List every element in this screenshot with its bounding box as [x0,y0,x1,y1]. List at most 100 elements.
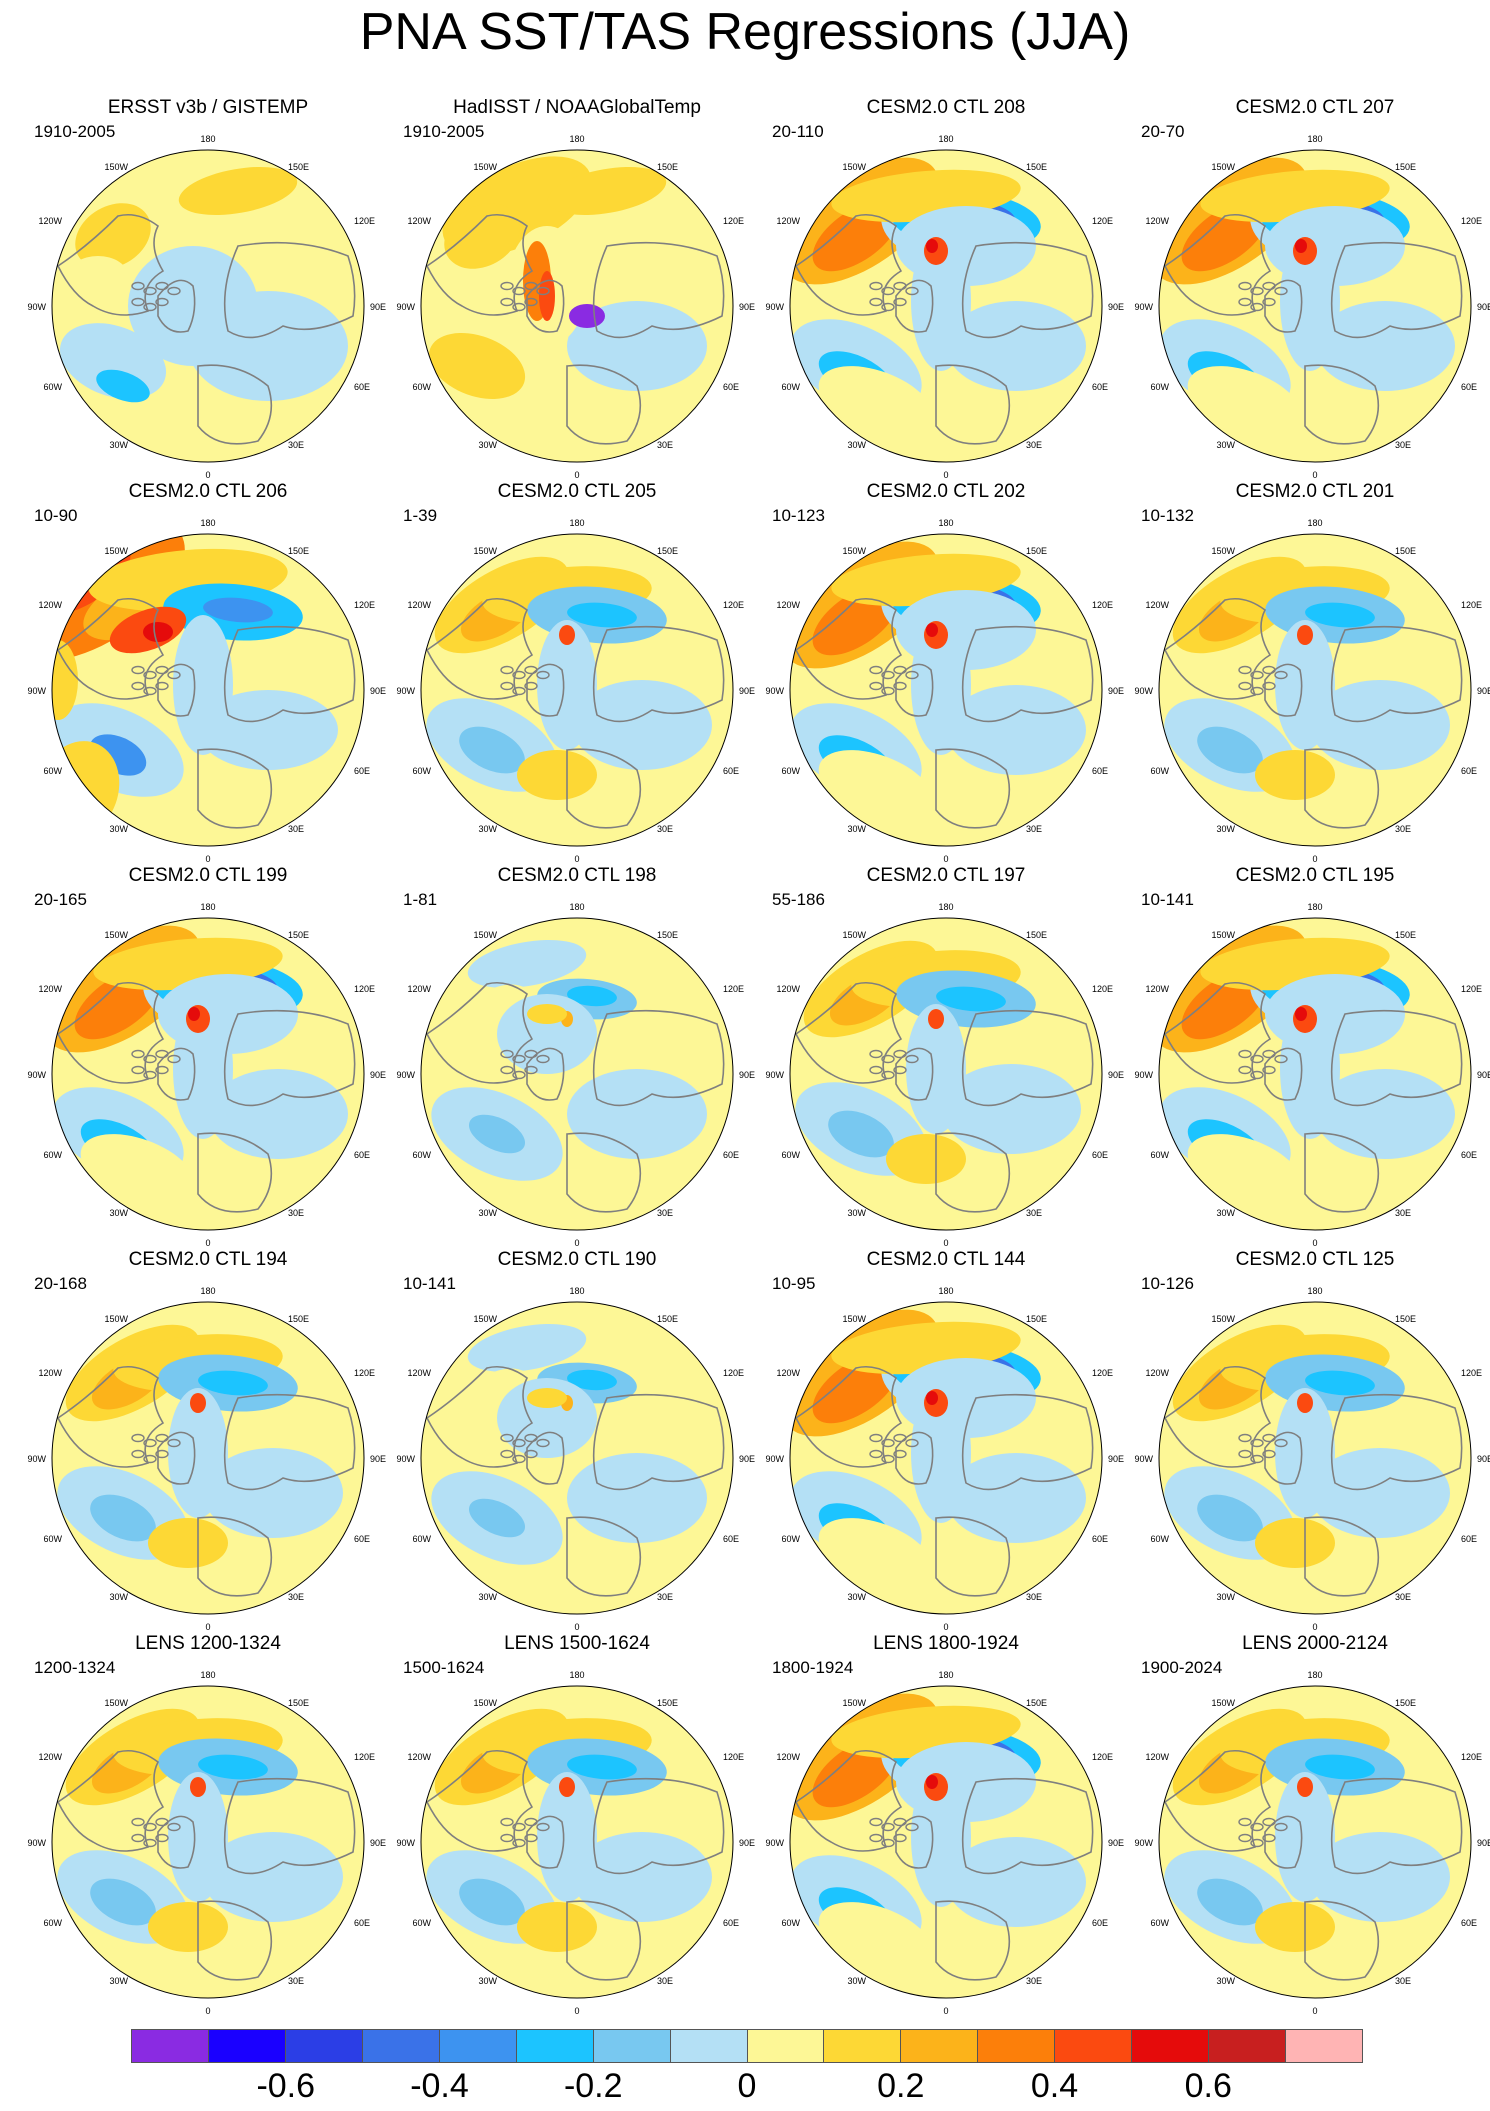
longitude-label: 90W [396,1070,415,1080]
longitude-label: 60E [1461,1534,1477,1544]
contour-region [886,1134,966,1184]
contour-region [911,231,971,371]
island-outline [131,681,145,691]
island-outline [1274,1054,1288,1064]
contour-region [90,1878,156,1926]
longitude-label: 0 [574,2006,579,2016]
contour-region [1280,999,1340,1139]
longitude-label: 0 [1312,470,1317,480]
coastline [223,1777,356,1875]
coastline [223,625,356,723]
coastline [56,1365,165,1468]
longitude-label: 120W [38,216,62,226]
island-outline [869,1449,883,1459]
longitude-label: 150W [1211,546,1235,556]
longitude-label: 150E [1026,1314,1047,1324]
longitude-label: 30E [288,1976,304,1986]
longitude-label: 30W [1216,1208,1235,1218]
coastline [1330,1777,1463,1875]
longitude-label: 120E [723,1368,744,1378]
map-panel: 180 150W 150E 120W 120E 90W 90E 60W 60E 30W 30E 0 CE… [760,96,1132,480]
contour-region [1295,1007,1307,1021]
coastline [794,1365,903,1468]
longitude-label: 180 [200,1670,215,1680]
longitude-label: 30W [1216,440,1235,450]
longitude-label: 180 [938,134,953,144]
longitude-label: 90E [1477,1838,1490,1848]
longitude-label: 180 [1307,1286,1322,1296]
longitude-label: 180 [1307,1670,1322,1680]
longitude-label: 150W [473,1698,497,1708]
coastline [1330,1393,1463,1491]
longitude-label: 150E [1395,1698,1416,1708]
map-panel: 180 150W 150E 120W 120E 90W 90E 60W 60E 30W 30E 0 CE… [1129,96,1490,480]
colorbar-box [208,2030,286,2062]
longitude-label: 150E [657,162,678,172]
map-panel: 180 150W 150E 120W 120E 90W 90E 60W 60E 30W 30E 0 CE… [760,864,1132,1248]
coastline [1163,1365,1272,1468]
panel-years: 1910-2005 [34,122,116,141]
island-outline [881,1838,895,1848]
panel-title: CESM2.0 CTL 201 [1235,481,1395,502]
longitude-label: 120E [723,216,744,226]
panel-years: 10-141 [403,1274,456,1293]
island-outline [155,1449,169,1459]
map-panel: 180 150W 150E 120W 120E 90W 90E 60W 60E 30W 30E 0 CE… [760,1248,1132,1632]
longitude-label: 180 [1307,134,1322,144]
longitude-label: 120E [354,216,375,226]
longitude-label: 150E [657,546,678,556]
longitude-label: 150W [842,1314,866,1324]
panel-years: 55-186 [772,890,825,909]
longitude-label: 150W [473,546,497,556]
longitude-label: 180 [938,1670,953,1680]
longitude-label: 30W [109,1592,128,1602]
island-outline [881,1054,895,1064]
contour-region [68,256,128,296]
contour-region [567,985,617,1007]
island-outline [512,286,526,296]
contour-region [190,1777,206,1797]
regression-field [52,1302,364,1614]
contour-region [1310,680,1450,770]
longitude-label: 60E [723,382,739,392]
panel-title: CESM2.0 CTL 190 [497,1249,657,1270]
contour-region [203,1448,343,1538]
regression-field [1159,534,1471,846]
contour-region [1197,1878,1263,1926]
longitude-label: 150W [473,1314,497,1324]
contour-region [537,620,597,750]
longitude-label: 90W [1134,1070,1153,1080]
coastline [1330,1009,1463,1107]
island-outline [500,665,514,675]
longitude-label: 180 [569,518,584,528]
island-outline [1262,1049,1276,1059]
island-outline [1238,1817,1252,1827]
island-outline [1274,286,1288,296]
contour-region [1295,239,1307,253]
longitude-label: 180 [200,902,215,912]
colorbar-box [1055,2030,1133,2062]
longitude-label: 150E [657,1698,678,1708]
longitude-label: 150E [288,546,309,556]
longitude-label: 120E [1461,1752,1482,1762]
island-outline [155,1833,169,1843]
longitude-label: 150E [288,930,309,940]
island-outline [524,1433,538,1443]
longitude-label: 90W [396,686,415,696]
longitude-label: 60E [354,1534,370,1544]
island-outline [1250,686,1264,696]
contour-region [1275,1388,1335,1518]
regression-field [52,150,364,462]
colorbar-box [670,2030,748,2062]
longitude-label: 120E [1461,1368,1482,1378]
polar-map: 180 150W 150E 120W 120E 90W 90E 60W 60E 30W 30E 0 [765,1670,1124,2016]
coastline [961,241,1094,339]
contour-region [539,271,555,321]
polar-map: 180 150W 150E 120W 120E 90W 90E 60W 60E 30W 30E 0 [1134,134,1490,480]
panel-title: CESM2.0 CTL 195 [1235,865,1395,886]
longitude-label: 150E [288,162,309,172]
coastline [1304,364,1380,445]
longitude-label: 150E [1026,930,1047,940]
longitude-label: 120E [354,984,375,994]
island-outline [905,670,919,680]
